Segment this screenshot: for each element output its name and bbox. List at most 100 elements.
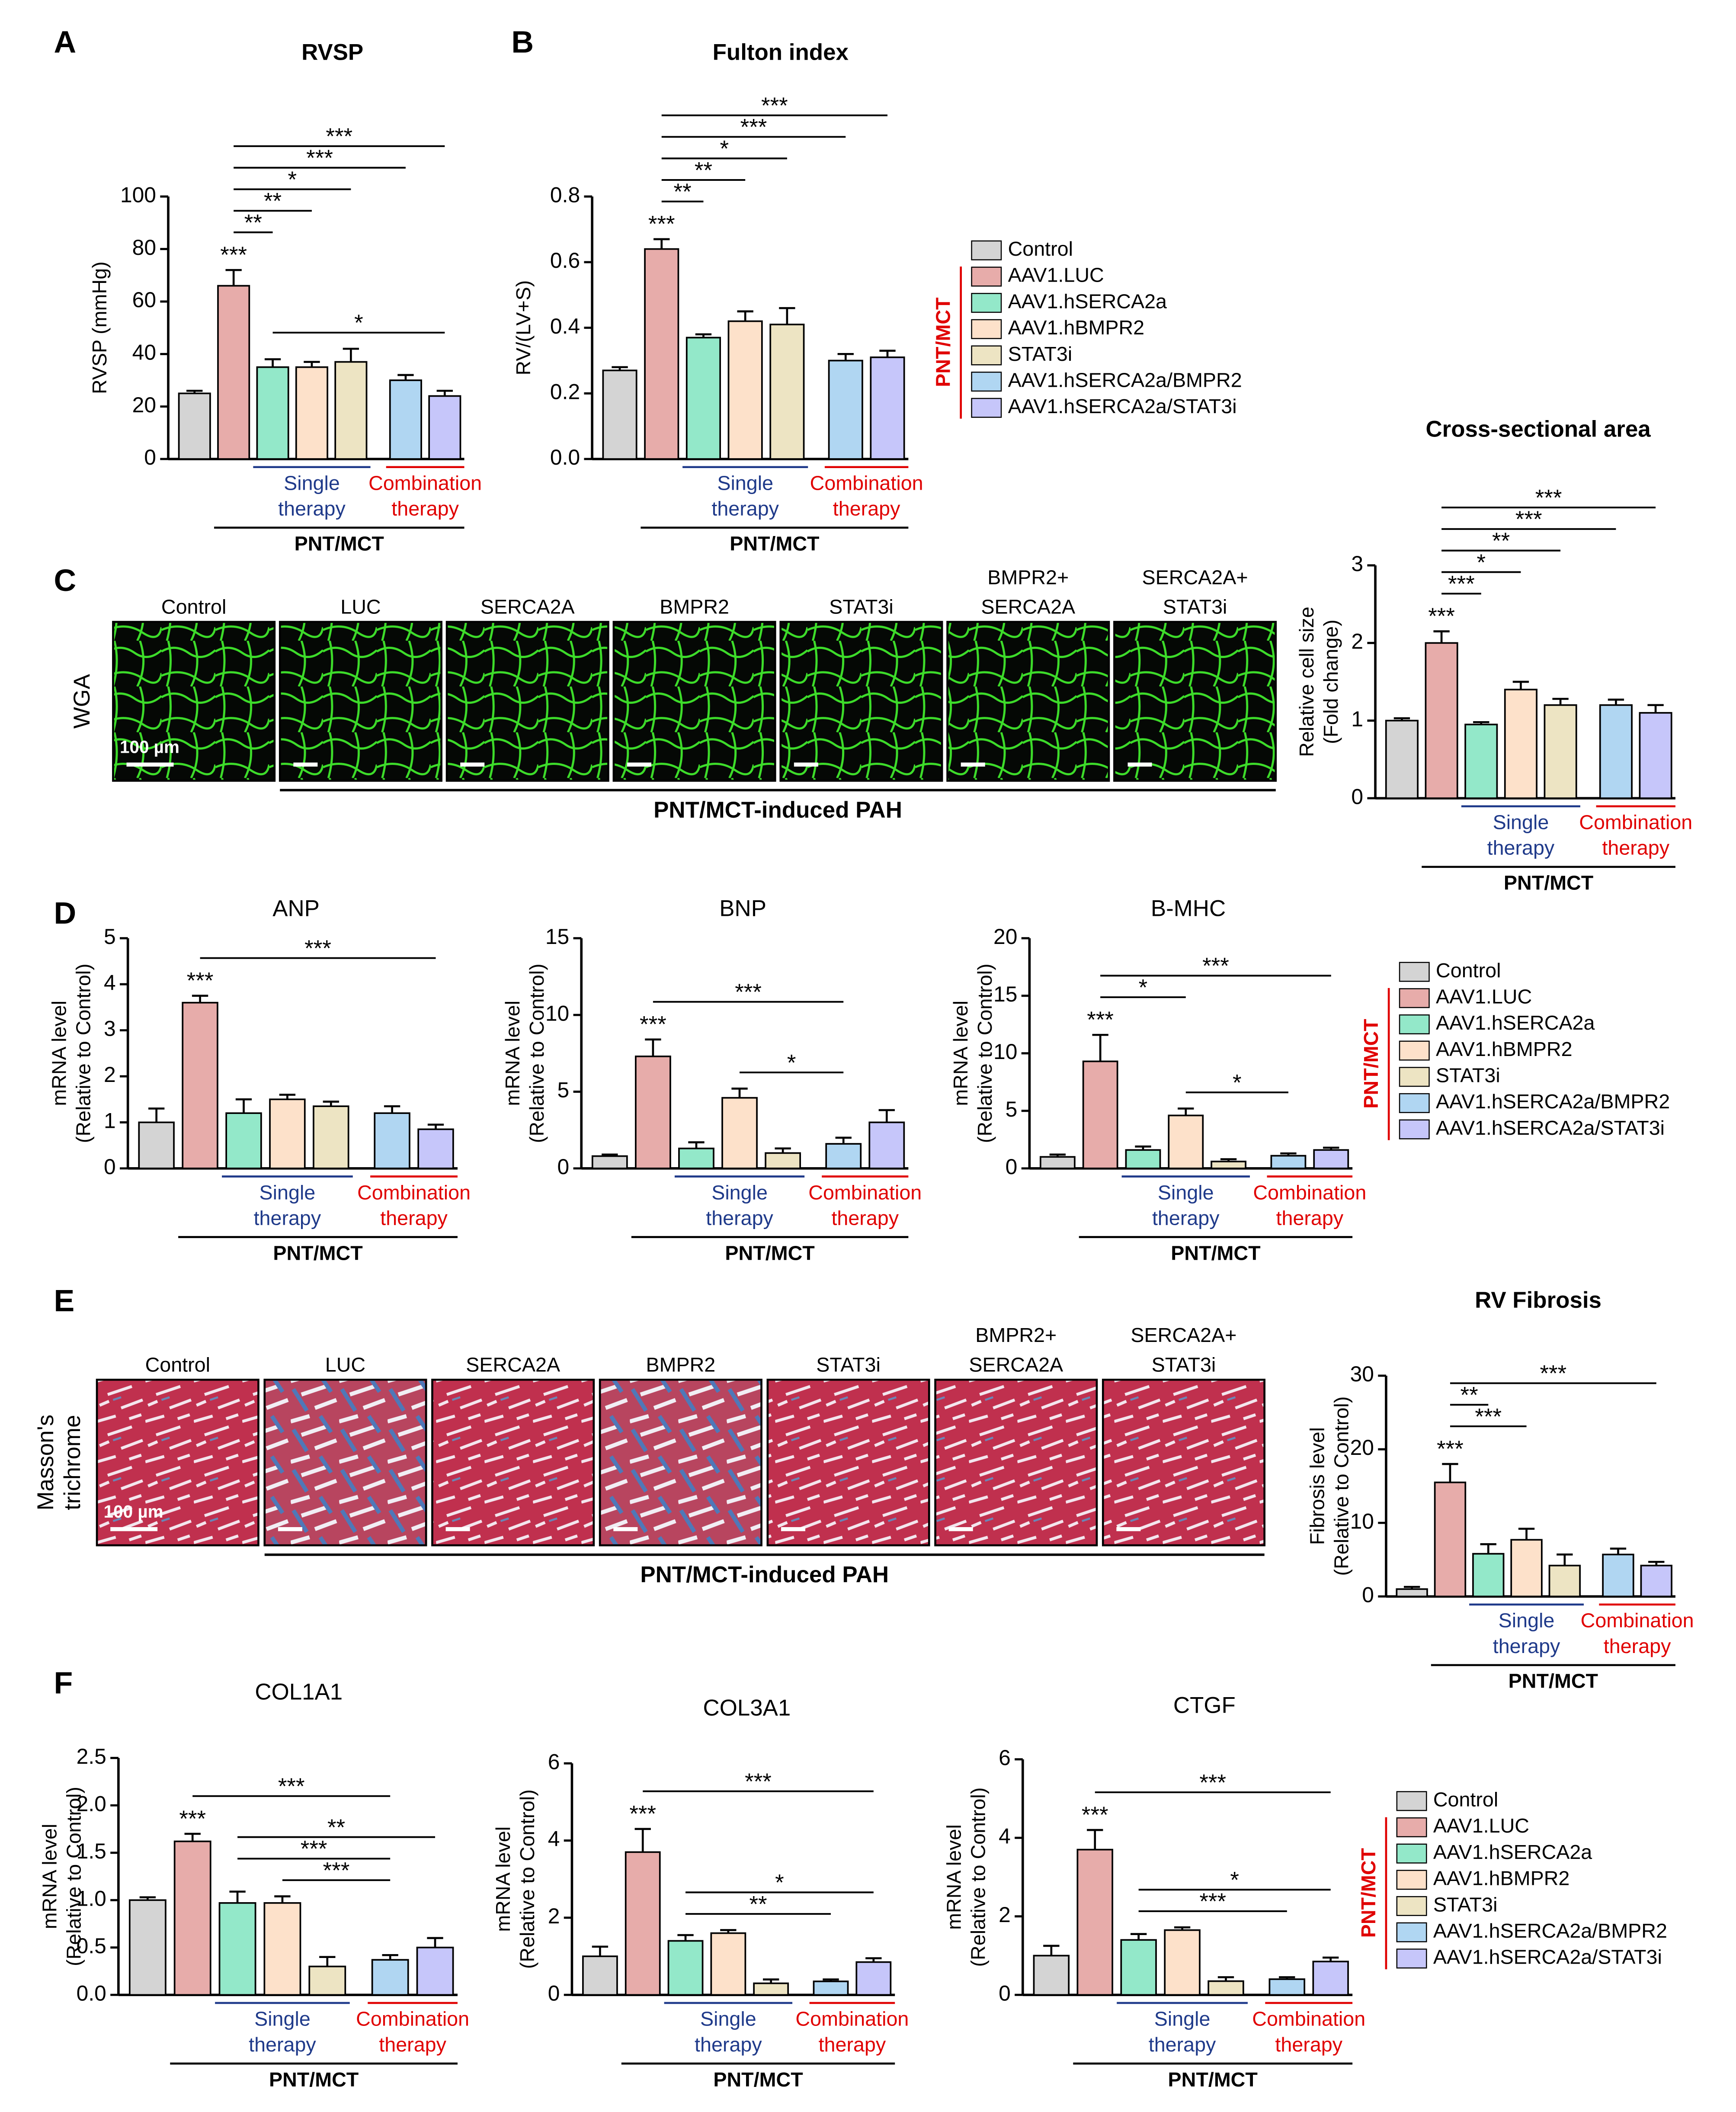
error-bar	[612, 366, 628, 371]
scale-label: 100 µm	[120, 737, 179, 757]
y-axis-label: mRNA level	[492, 1826, 514, 1932]
y-tick-label: 0	[1006, 1155, 1018, 1179]
bar	[1639, 712, 1672, 799]
micrograph	[112, 621, 276, 782]
bar	[1082, 1060, 1118, 1169]
y-tick-label: 15	[993, 982, 1017, 1006]
group-label: Single	[259, 1181, 316, 1204]
y-tick-label: 0.4	[550, 314, 580, 338]
micrograph	[599, 1378, 762, 1547]
legend-swatch	[971, 319, 1002, 339]
group-label: PNT/MCT	[273, 1242, 362, 1264]
y-tick-label: 60	[132, 288, 156, 312]
chart-title: COL1A1	[255, 1679, 343, 1704]
bar	[678, 1147, 714, 1169]
y-axis-label: Fibrosis level	[1306, 1427, 1329, 1545]
image-label: SERCA2A	[981, 596, 1076, 618]
legend-label: AAV1.hBMPR2	[1436, 1038, 1573, 1060]
bar	[813, 1980, 849, 1996]
bar	[182, 1001, 218, 1169]
bar	[1544, 704, 1577, 799]
image-label: SERCA2A	[466, 1354, 561, 1376]
bar	[308, 1965, 346, 1996]
error-bar	[382, 1954, 398, 1960]
group-label: Single	[717, 472, 773, 494]
error-bar	[436, 389, 453, 396]
image-label: SERCA2A+	[1131, 1324, 1236, 1346]
legend-swatch	[1396, 1843, 1427, 1864]
scale-label: 100 µm	[104, 1502, 163, 1521]
y-tick-label: 4	[104, 970, 116, 995]
group-label: therapy	[391, 498, 459, 520]
y-axis-label: mRNA level	[38, 1824, 61, 1929]
bar	[727, 320, 763, 460]
error-bar	[229, 1891, 246, 1903]
error-bar	[186, 389, 203, 394]
significance: ***	[1515, 507, 1542, 532]
group-label: therapy	[1275, 2033, 1342, 2056]
bar	[218, 1902, 256, 1996]
error-bar	[1135, 1145, 1151, 1150]
y-axis-label: mRNA level	[949, 1001, 972, 1106]
y-axis-label: (Relative to Control)	[1330, 1396, 1353, 1576]
y-tick-label: 10	[545, 1001, 569, 1025]
legend-label: AAV1.hSERCA2a/BMPR2	[1008, 369, 1242, 391]
y-tick-label: 2	[104, 1062, 116, 1087]
side-label: trichrome	[60, 1415, 85, 1510]
bar	[313, 1105, 349, 1169]
error-bar	[634, 1828, 651, 1852]
y-tick-label: 0	[999, 1981, 1011, 2005]
group-label: therapy	[1152, 1207, 1220, 1229]
error-bar	[1280, 1152, 1297, 1156]
bar	[1396, 1588, 1428, 1598]
significance: **	[695, 157, 712, 183]
y-tick-label: 2	[999, 1903, 1011, 1927]
bar	[1033, 1955, 1070, 1996]
legend-swatch	[971, 345, 1002, 366]
group-label: Combination	[356, 2008, 469, 2030]
group-label: Combination	[810, 472, 923, 494]
bar	[1425, 642, 1458, 799]
legend-swatch	[971, 293, 1002, 313]
error-bar	[264, 358, 281, 367]
bar	[828, 359, 863, 460]
bar	[753, 1982, 789, 1996]
micrograph	[279, 621, 442, 782]
image-label: STAT3i	[816, 1354, 881, 1376]
group-label: therapy	[1149, 2033, 1216, 2056]
group-label: Single	[254, 2008, 311, 2030]
y-tick-label: 80	[132, 235, 156, 260]
significance: *	[354, 310, 363, 336]
bar	[1208, 1980, 1244, 1996]
legend-label: STAT3i	[1436, 1064, 1500, 1087]
chart-title: BNP	[719, 896, 766, 921]
y-tick-label: 15	[545, 924, 569, 949]
image-label: LUC	[340, 596, 381, 618]
micrograph	[934, 1378, 1098, 1547]
error-bar	[304, 361, 320, 367]
significance: **	[674, 179, 692, 205]
bar	[582, 1955, 618, 1996]
bar	[1640, 1564, 1672, 1598]
significance: ***	[1540, 1361, 1566, 1387]
error-bar	[677, 1934, 694, 1941]
error-bar	[1473, 721, 1489, 725]
error-bar	[1557, 1553, 1573, 1566]
group-label: Single	[284, 472, 340, 494]
legend-label: Control	[1436, 959, 1501, 982]
chart-title: Cross-sectional area	[1425, 417, 1651, 442]
bar	[685, 337, 721, 460]
group-label: therapy	[278, 498, 346, 520]
group-label: PNT/MCT	[1171, 1242, 1260, 1264]
bar	[855, 1961, 892, 1996]
panel-letter: F	[54, 1666, 73, 1701]
error-bar	[865, 1957, 882, 1962]
chart-title: RV Fibrosis	[1475, 1287, 1601, 1313]
caption: PNT/MCT-induced PAH	[653, 797, 902, 823]
error-bar	[148, 1107, 165, 1123]
error-bar	[602, 1153, 618, 1156]
error-bar	[731, 1088, 748, 1098]
significance: ***	[1199, 1889, 1226, 1914]
significance: ***	[648, 212, 675, 237]
